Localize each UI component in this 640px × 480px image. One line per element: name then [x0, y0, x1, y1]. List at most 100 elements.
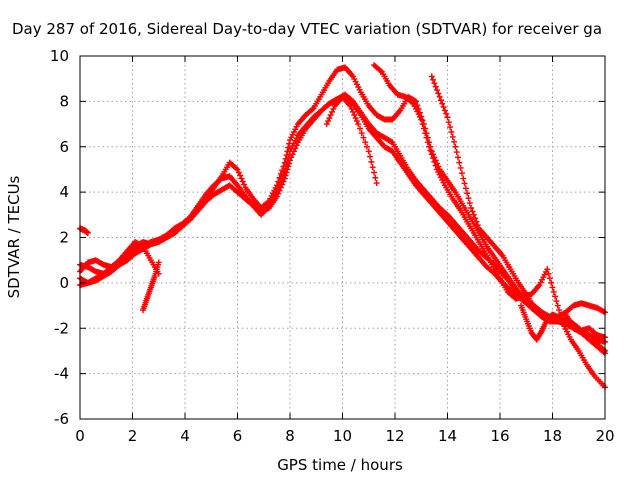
data-point: [449, 133, 456, 140]
data-point: [447, 124, 454, 131]
data-point: [432, 83, 439, 90]
data-point: [455, 154, 461, 161]
data-point: [473, 218, 480, 225]
data-point: [362, 139, 369, 146]
data-point: [456, 159, 463, 166]
data-point: [552, 293, 559, 300]
x-tick-label: 2: [128, 427, 138, 445]
data-point: [329, 108, 335, 115]
data-point: [436, 93, 443, 100]
data-point: [418, 116, 425, 123]
data-point: [420, 125, 427, 132]
data-point: [368, 158, 375, 165]
data-point: [441, 107, 448, 114]
data-point: [369, 164, 376, 171]
data-point: [474, 222, 481, 229]
data-point: [428, 151, 435, 158]
data-point: [440, 104, 447, 111]
data-point: [330, 105, 337, 112]
x-tick-label: 0: [75, 427, 85, 445]
data-point: [554, 302, 561, 309]
data-point: [371, 169, 377, 176]
data-point: [430, 155, 437, 162]
data-point: [84, 229, 91, 236]
data-point: [428, 73, 435, 80]
data-point: [453, 149, 460, 156]
x-tick-label: 12: [385, 427, 404, 445]
data-point: [235, 169, 242, 176]
data-point: [372, 174, 379, 181]
y-tick-label: 0: [59, 274, 69, 292]
data-point: [326, 115, 333, 122]
data-point: [280, 163, 287, 170]
x-tick-label: 4: [180, 427, 190, 445]
data-point: [549, 284, 556, 291]
data-point: [419, 121, 426, 128]
y-tick-label: -6: [54, 410, 69, 428]
data-point: [457, 164, 464, 171]
data-point: [465, 195, 472, 202]
data-point: [432, 162, 439, 169]
data-point: [367, 153, 374, 160]
data-point: [544, 266, 551, 273]
data-point: [423, 134, 430, 141]
data-point: [468, 205, 475, 212]
data-point: [352, 115, 359, 122]
data-point: [347, 102, 354, 109]
data-point: [427, 147, 434, 154]
data-point: [275, 178, 282, 185]
data-point: [241, 181, 248, 188]
data-point: [451, 138, 458, 145]
data-point: [239, 178, 246, 185]
chart-title: Day 287 of 2016, Sidereal Day-to-day VTE…: [12, 20, 602, 38]
data-point: [284, 148, 291, 155]
data-point: [373, 180, 380, 187]
y-tick-label: -4: [54, 365, 69, 383]
data-point: [470, 211, 477, 218]
y-tick-label: 6: [59, 138, 69, 156]
data-point: [155, 259, 162, 266]
data-point: [466, 200, 473, 207]
data-point: [325, 118, 332, 125]
x-tick-label: 10: [333, 427, 352, 445]
data-point: [286, 140, 293, 147]
data-point: [424, 139, 431, 146]
trace-6: [140, 259, 162, 314]
y-tick-label: 10: [50, 47, 69, 65]
data-point: [355, 121, 362, 128]
y-tick-label: 8: [59, 92, 69, 110]
data-point: [357, 125, 363, 132]
data-point: [554, 313, 561, 320]
data-point: [234, 166, 241, 173]
data-point: [422, 130, 429, 137]
y-axis-label: SDTVAR / TECUs: [5, 175, 23, 298]
data-point: [279, 167, 286, 174]
x-tick-label: 6: [233, 427, 243, 445]
y-tick-label: 2: [59, 229, 69, 247]
trace-11: [562, 311, 608, 341]
trace-1: [77, 225, 91, 236]
data-point: [461, 180, 468, 187]
trace-9: [428, 73, 608, 323]
data-point: [452, 143, 459, 150]
data-point: [365, 148, 372, 155]
data-point: [282, 155, 289, 162]
trace-7: [323, 93, 380, 187]
data-point: [237, 172, 244, 179]
data-point: [431, 158, 438, 165]
data-point: [556, 307, 563, 314]
x-axis-label: GPS time / hours: [277, 456, 403, 474]
data-point: [350, 108, 356, 115]
data-point: [435, 90, 442, 97]
trace-10: [518, 302, 561, 343]
data-point: [458, 170, 465, 177]
data-point: [460, 175, 467, 182]
data-point: [444, 114, 451, 121]
data-point: [360, 134, 367, 141]
data-point: [464, 190, 471, 197]
data-point: [434, 87, 440, 94]
data-point: [353, 118, 360, 125]
data-point: [545, 270, 552, 277]
x-tick-label: 16: [490, 427, 509, 445]
x-tick-label: 14: [438, 427, 457, 445]
